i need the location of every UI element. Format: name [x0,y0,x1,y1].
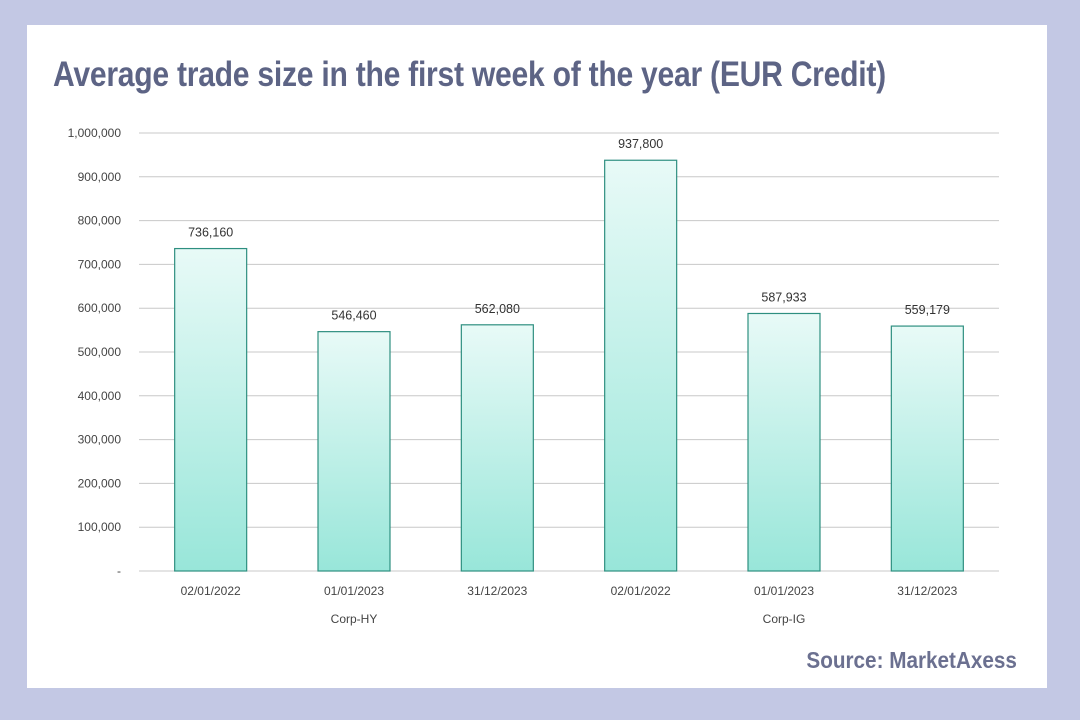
group-label: Corp-IG [763,612,806,626]
y-tick-label: 600,000 [78,301,122,315]
y-tick-label: 100,000 [78,520,122,534]
x-tick-label: 01/01/2023 [754,584,814,598]
x-tick-label: 02/01/2022 [611,584,671,598]
group-label: Corp-HY [331,612,378,626]
data-label: 587,933 [761,290,806,304]
data-label: 937,800 [618,137,663,151]
data-label: 562,080 [475,302,520,316]
x-tick-label: 31/12/2023 [467,584,527,598]
bar [890,325,964,572]
bar [604,159,678,572]
bar [460,324,534,572]
x-tick-label: 31/12/2023 [897,584,957,598]
data-label: 546,460 [331,309,376,323]
y-tick-label: 400,000 [78,389,122,403]
source-note: Source: MarketAxess [806,647,1017,673]
bar [747,312,821,572]
y-tick-label: 800,000 [78,214,122,228]
x-tick-label: 01/01/2023 [324,584,384,598]
y-tick-label: 700,000 [78,257,122,271]
x-tick-label: 02/01/2022 [181,584,241,598]
y-tick-label: 900,000 [78,170,122,184]
y-tick-label: 300,000 [78,433,122,447]
bar [174,247,248,572]
bar-chart: - 100,000 200,000 300,000 400,000 500,000 600,… [68,126,999,626]
y-tick-label: 500,000 [78,345,122,359]
chart-card: Average trade size in the first week of … [27,25,1047,688]
y-tick-label: 1,000,000 [68,126,122,140]
data-label: 559,179 [905,303,950,317]
y-tick-label: - [117,564,121,578]
bar [317,331,391,572]
chart-title: Average trade size in the first week of … [53,55,886,94]
y-tick-label: 200,000 [78,476,122,490]
data-label: 736,160 [188,226,233,240]
